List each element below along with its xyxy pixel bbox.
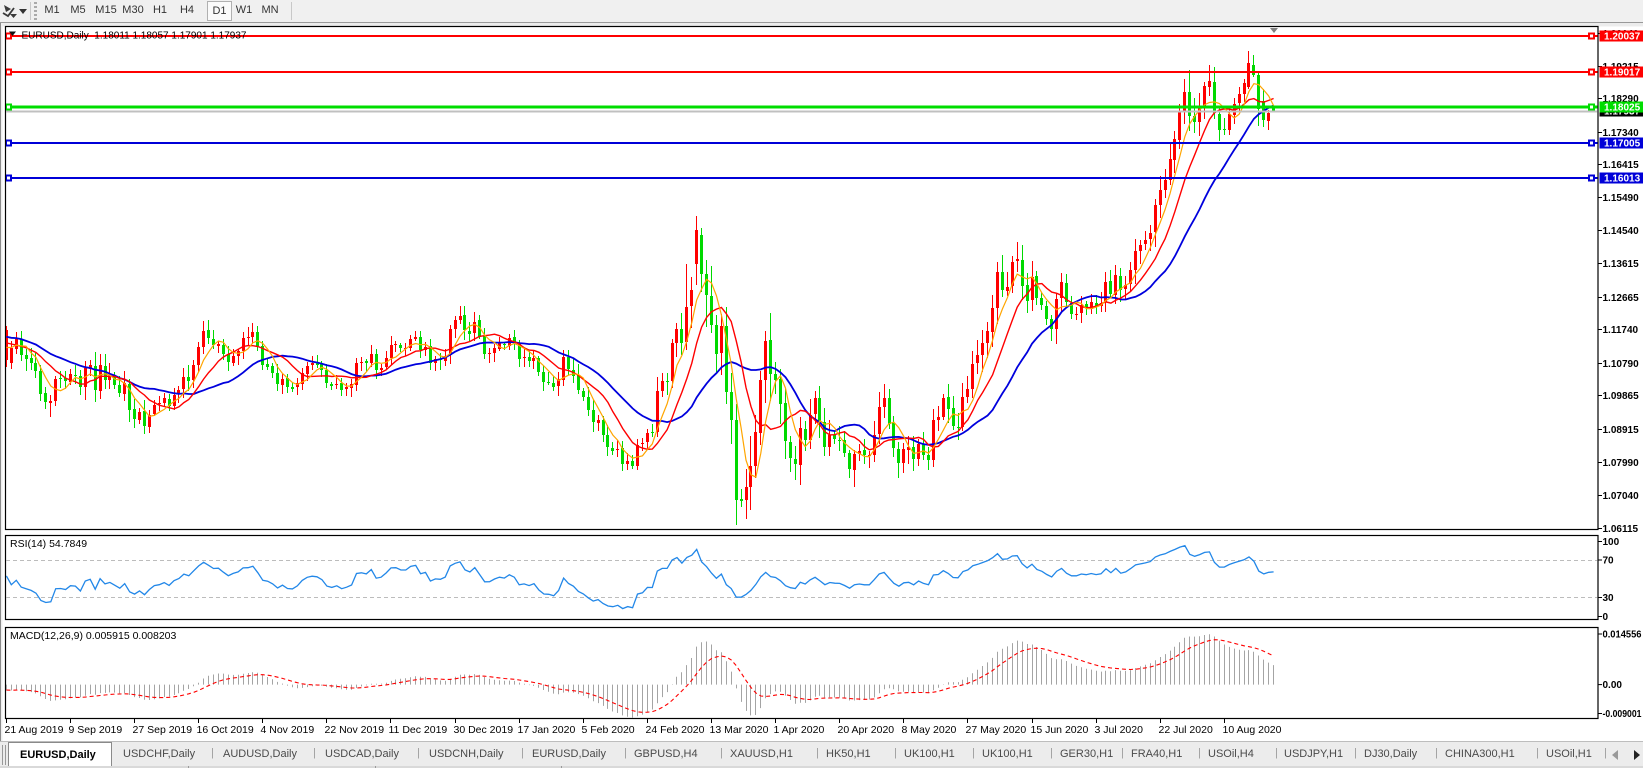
svg-text:1 Apr 2020: 1 Apr 2020: [774, 724, 825, 736]
svg-text:1.15490: 1.15490: [1603, 193, 1640, 204]
svg-text:1.17005: 1.17005: [1604, 139, 1641, 150]
svg-text:1.07040: 1.07040: [1603, 491, 1640, 502]
svg-text:20 Apr 2020: 20 Apr 2020: [838, 724, 895, 736]
svg-text:30 Dec 2019: 30 Dec 2019: [454, 724, 514, 736]
svg-text:27 May 2020: 27 May 2020: [966, 724, 1027, 736]
svg-text:1.16415: 1.16415: [1603, 160, 1640, 171]
svg-text:22 Nov 2019: 22 Nov 2019: [325, 724, 385, 736]
svg-text:24 Feb 2020: 24 Feb 2020: [646, 724, 705, 736]
svg-text:70: 70: [1603, 556, 1615, 567]
svg-text:1.16013: 1.16013: [1604, 174, 1641, 185]
svg-text:1.18025: 1.18025: [1604, 103, 1641, 114]
svg-text:15 Jun 2020: 15 Jun 2020: [1031, 724, 1089, 736]
svg-text:17 Jan 2020: 17 Jan 2020: [518, 724, 576, 736]
svg-text:1.09865: 1.09865: [1603, 391, 1640, 402]
svg-text:22 Jul 2020: 22 Jul 2020: [1159, 724, 1213, 736]
svg-text:21 Aug 2019: 21 Aug 2019: [5, 724, 64, 736]
svg-text:RSI(14) 54.7849: RSI(14) 54.7849: [10, 538, 87, 550]
svg-text:1.11740: 1.11740: [1603, 325, 1639, 336]
svg-text:11 Dec 2019: 11 Dec 2019: [389, 724, 448, 736]
svg-text:1.17340: 1.17340: [1603, 128, 1640, 139]
svg-text:EURUSD,Daily 1.18011 1.18057: EURUSD,Daily 1.18011 1.18057 1.17901 1.1…: [22, 31, 247, 42]
svg-text:MACD(12,26,9) 0.005915 0.00820: MACD(12,26,9) 0.005915 0.008203: [10, 630, 177, 642]
svg-text:1.07990: 1.07990: [1603, 458, 1640, 469]
svg-text:27 Sep 2019: 27 Sep 2019: [133, 724, 193, 736]
svg-text:1.19017: 1.19017: [1604, 68, 1641, 79]
svg-text:13 Mar 2020: 13 Mar 2020: [710, 724, 769, 736]
svg-text:0: 0: [1603, 612, 1609, 623]
svg-text:30: 30: [1603, 593, 1615, 604]
svg-text:1.06115: 1.06115: [1603, 524, 1639, 535]
svg-text:4 Nov 2019: 4 Nov 2019: [261, 724, 315, 736]
svg-text:0.014556: 0.014556: [1603, 630, 1642, 641]
svg-text:3 Jul 2020: 3 Jul 2020: [1095, 724, 1144, 736]
svg-text:1.20037: 1.20037: [1604, 32, 1641, 43]
svg-text:1.08915: 1.08915: [1603, 425, 1640, 436]
svg-text:100: 100: [1603, 537, 1620, 548]
svg-text:0.00: 0.00: [1603, 680, 1623, 691]
svg-text:8 May 2020: 8 May 2020: [902, 724, 957, 736]
svg-text:5 Feb 2020: 5 Feb 2020: [582, 724, 635, 736]
svg-text:1.13615: 1.13615: [1603, 259, 1640, 270]
svg-text:16 Oct 2019: 16 Oct 2019: [197, 724, 254, 736]
svg-text:1.10790: 1.10790: [1603, 359, 1640, 370]
svg-text:-0.009001: -0.009001: [1603, 709, 1642, 720]
svg-text:9 Sep 2019: 9 Sep 2019: [69, 724, 123, 736]
svg-text:10 Aug 2020: 10 Aug 2020: [1223, 724, 1282, 736]
svg-text:1.12665: 1.12665: [1603, 293, 1640, 304]
svg-text:1.14540: 1.14540: [1603, 226, 1640, 237]
